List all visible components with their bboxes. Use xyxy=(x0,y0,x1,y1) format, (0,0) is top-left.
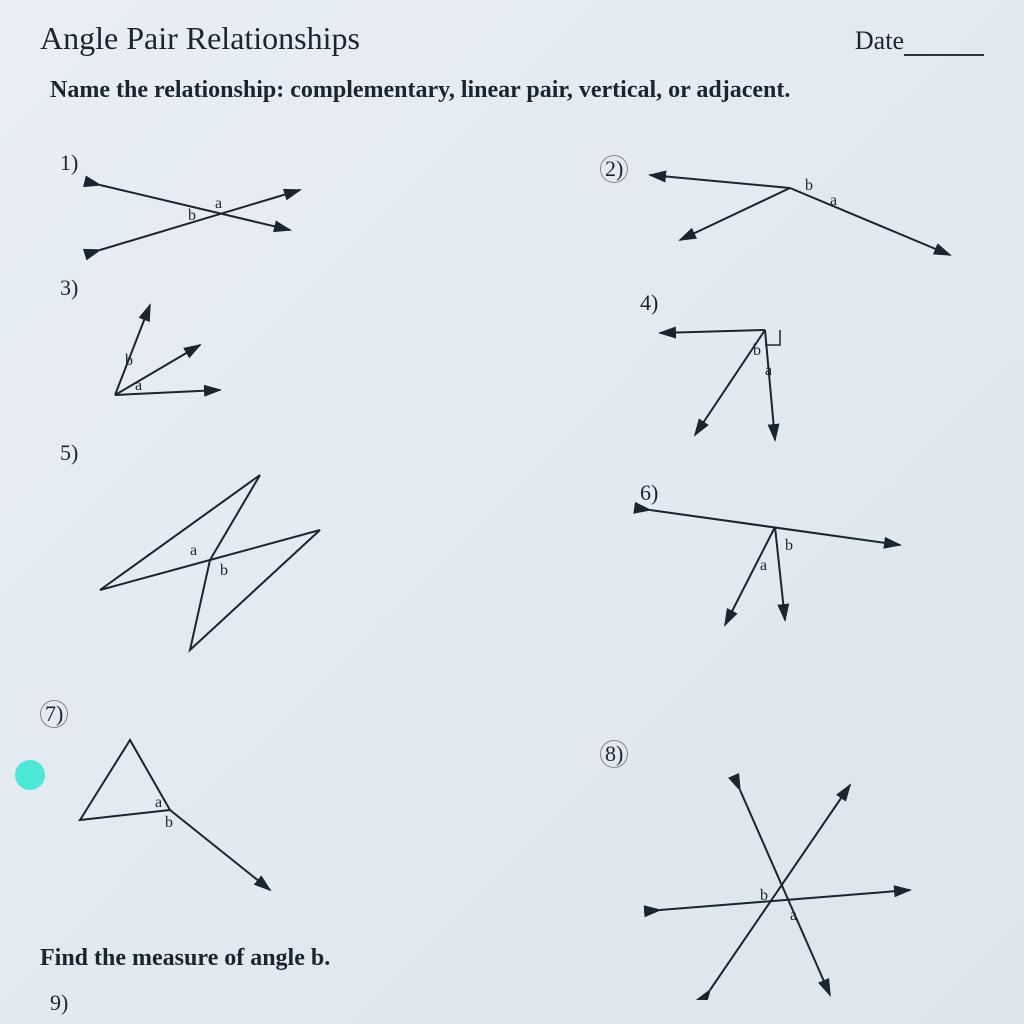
problem-2-number: 2) xyxy=(600,155,628,183)
diagram-1: a b xyxy=(80,170,330,270)
problem-8-number: 8) xyxy=(600,740,628,768)
label-6a: a xyxy=(760,557,767,574)
problem-5-number: 5) xyxy=(60,440,78,466)
label-3b: b xyxy=(125,352,133,369)
label-8b: b xyxy=(760,887,768,904)
label-4b: b xyxy=(753,342,761,359)
cyan-mark xyxy=(15,760,45,790)
label-2b: b xyxy=(805,177,813,194)
label-7b: b xyxy=(165,814,173,831)
problem-1-number: 1) xyxy=(60,150,78,176)
page-title: Angle Pair Relationships xyxy=(40,20,360,57)
problem-9-number: 9) xyxy=(50,990,68,1016)
diagram-2: b a xyxy=(630,160,960,270)
label-7a: a xyxy=(155,794,162,811)
diagram-5: a b xyxy=(80,460,340,660)
diagram-8: b a xyxy=(630,770,930,1000)
header-row: Angle Pair Relationships Date xyxy=(40,20,984,57)
date-blank[interactable] xyxy=(904,54,984,56)
label-2a: a xyxy=(830,192,837,209)
label-5a: a xyxy=(190,542,197,559)
label-4a: a xyxy=(765,362,772,379)
problem-3-number: 3) xyxy=(60,275,78,301)
label-6b: b xyxy=(785,537,793,554)
date-label: Date xyxy=(855,26,904,55)
label-1a: a xyxy=(215,195,222,212)
diagram-6: b a xyxy=(630,485,910,635)
label-8a: a xyxy=(790,907,797,924)
section-2-header: Find the measure of angle b. xyxy=(40,945,330,972)
label-1b: b xyxy=(188,207,196,224)
worksheet-page: Angle Pair Relationships Date Name the r… xyxy=(0,0,1024,1024)
diagram-3: b a xyxy=(90,295,240,405)
instruction-text: Name the relationship: complementary, li… xyxy=(50,77,984,104)
diagram-4: b a xyxy=(650,305,830,445)
label-3a: a xyxy=(135,377,142,394)
date-field: Date xyxy=(855,26,984,56)
diagram-7: a b xyxy=(60,720,300,900)
label-5b: b xyxy=(220,562,228,579)
